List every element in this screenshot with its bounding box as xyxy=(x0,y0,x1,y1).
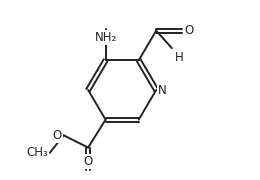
Text: H: H xyxy=(174,51,183,64)
Text: O: O xyxy=(83,155,93,168)
Text: CH₃: CH₃ xyxy=(26,146,48,159)
Text: O: O xyxy=(53,129,62,142)
Text: N: N xyxy=(158,84,167,96)
Text: O: O xyxy=(184,24,194,37)
Text: NH₂: NH₂ xyxy=(94,31,117,44)
